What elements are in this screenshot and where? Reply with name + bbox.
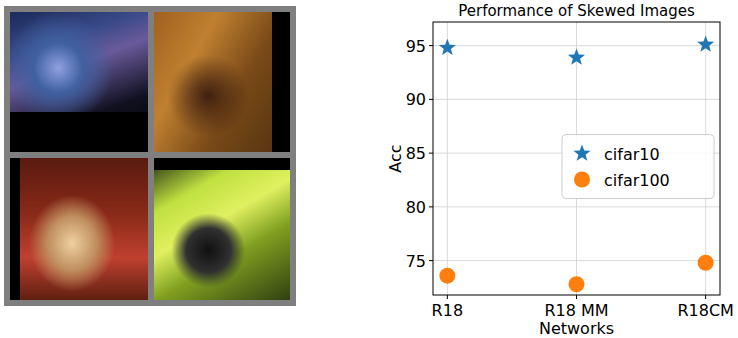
- y-tick-label: 85: [406, 144, 426, 163]
- x-tick: [576, 295, 577, 299]
- legend-label: cifar100: [604, 171, 670, 190]
- x-tick: [705, 295, 706, 299]
- plot-frame: [433, 22, 720, 295]
- legend-label: cifar10: [604, 145, 660, 164]
- point: [439, 268, 455, 284]
- thumbnail: [154, 12, 290, 152]
- legend-box: [562, 135, 714, 199]
- thumbnail: [154, 158, 290, 300]
- y-tick: [429, 153, 433, 154]
- point: [439, 39, 456, 55]
- x-tick-label: R18CM: [677, 301, 733, 320]
- black-margin: [10, 158, 20, 300]
- y-tick: [429, 45, 433, 46]
- y-tick-label: 95: [406, 37, 426, 56]
- y-tick-label: 75: [406, 252, 426, 271]
- x-tick-label: R18: [432, 301, 463, 320]
- point: [697, 36, 714, 52]
- y-tick-label: 90: [406, 90, 426, 109]
- y-tick: [429, 260, 433, 261]
- x-tick-label: R18 MM: [544, 301, 608, 320]
- point: [568, 48, 585, 64]
- marks: [439, 36, 714, 293]
- black-margin: [154, 158, 290, 170]
- point: [698, 255, 714, 271]
- grid-line-x: [447, 22, 448, 295]
- y-axis-label: Acc: [386, 144, 405, 172]
- x-tick: [447, 295, 448, 299]
- black-margin: [272, 12, 290, 152]
- thumbnail: [10, 158, 148, 300]
- x-axis-label: Networks: [539, 319, 614, 338]
- point: [569, 276, 585, 292]
- image-grid: [4, 6, 296, 306]
- chart: 75 80 85 90 95 R18 R18 MM R18CM Performance of S…: [0, 0, 738, 338]
- legend-marker: [574, 172, 590, 188]
- title: Performance of Skewed Images: [458, 2, 695, 20]
- y-tick-label: 80: [406, 198, 426, 217]
- thumbnail: [10, 12, 148, 152]
- y-tick: [429, 206, 433, 207]
- y-tick: [429, 99, 433, 100]
- legend-marker: [573, 145, 590, 161]
- black-margin: [10, 112, 148, 152]
